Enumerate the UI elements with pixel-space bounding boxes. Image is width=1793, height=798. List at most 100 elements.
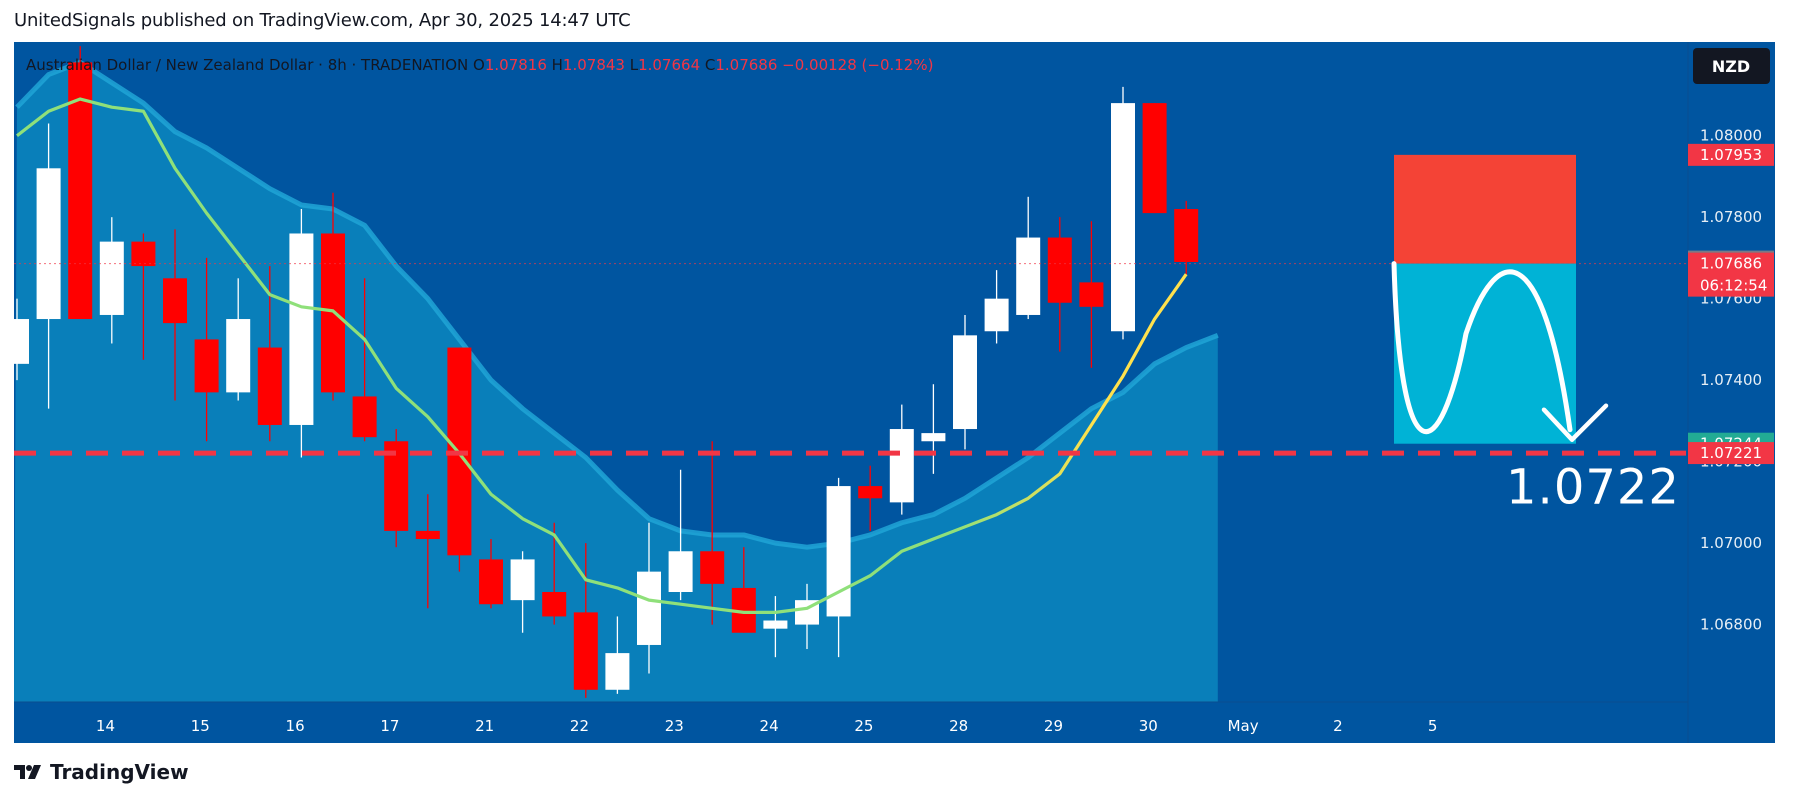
currency-badge[interactable]: NZD [1693,48,1770,84]
candle[interactable] [1016,196,1041,320]
price-label-text: 1.07686 [1700,255,1762,273]
candle-body [889,429,914,503]
price-label-badge: 1.07221 [1688,442,1774,465]
candle[interactable] [131,233,156,360]
candle-body [637,571,661,645]
legend-segment: 1.07843 [563,56,630,74]
candle[interactable] [1079,221,1104,368]
candle[interactable] [1111,86,1135,340]
price-axis: 1.080001.078001.076001.074001.072001.070… [1687,42,1774,743]
candle[interactable] [858,465,883,531]
candle[interactable] [763,596,788,658]
candles [5,46,1199,698]
candle[interactable] [1142,103,1167,214]
time-tick-label: 28 [949,717,968,735]
projection-curve [1391,261,1573,435]
tradingview-brand: TradingView [50,760,189,784]
time-tick-label: 14 [96,717,115,735]
symbol-legend[interactable]: Australian Dollar / New Zealand Dollar ·… [26,56,933,74]
short-position-tool: 1.0722 [1391,154,1680,516]
stop-loss-zone[interactable] [1394,154,1576,264]
candle[interactable] [99,217,124,344]
candle-body [1111,103,1135,332]
price-label-bg [1688,252,1774,297]
price-label-bg [1688,143,1774,166]
candle[interactable] [289,209,314,458]
legend-segment: C [705,56,715,74]
tradingview-footer[interactable]: TradingView [14,760,189,784]
time-axis: 1 14 15 16 17 21 22 23 24 25 28 29 30 May 2 5 [0,701,1688,735]
countdown-text: 06:12:54 [1700,277,1767,295]
price-label-text: 1.07221 [1700,444,1762,462]
price-tick-label: 1.06800 [1700,616,1762,634]
candle[interactable] [542,522,567,625]
candle[interactable] [573,543,598,698]
time-tick-label: 5 [1428,717,1438,735]
price-label-bg [1688,442,1774,465]
candle-body [226,319,251,393]
candle-body [479,559,503,605]
time-tick-label: May [1228,717,1259,735]
candle-body [384,441,409,531]
time-tick-label: 15 [191,717,210,735]
time-tick-label: 17 [380,717,399,735]
candle[interactable] [5,298,29,381]
time-tick-label: 22 [570,717,589,735]
price-label-text: 1.07953 [1700,146,1762,164]
legend-segment: L [630,56,639,74]
candle[interactable] [921,384,946,474]
candle[interactable] [36,123,61,409]
target-price-text: 1.0722 [1506,460,1680,516]
candle-body [36,168,61,320]
candle[interactable] [700,441,725,625]
candle-body [194,339,219,393]
candle-body [573,612,598,690]
time-tick-label: 30 [1139,717,1158,735]
candle-body [605,653,630,690]
candle-body [984,298,1009,332]
candle[interactable] [668,469,693,601]
price-tick-label: 1.07000 [1700,534,1762,552]
candle-body [542,592,567,617]
time-tick-label: 29 [1044,717,1063,735]
candle-body [257,347,282,425]
legend-segment: O [473,56,485,74]
price-tick-label: 1.07400 [1700,371,1762,389]
candle-body [1079,282,1104,307]
candle[interactable] [953,314,977,450]
candle[interactable] [889,404,914,515]
time-tick-label: 16 [286,717,305,735]
time-tick-label: 21 [475,717,494,735]
legend-segment: H [552,56,563,74]
candle[interactable] [637,522,661,674]
currency-badge-bg [1693,48,1770,84]
candle-body [1016,237,1041,315]
tradingview-logo-icon [14,765,41,779]
candle-body [68,62,93,320]
candle-body [1142,103,1167,214]
moving-average [16,97,1188,614]
candle[interactable] [510,551,535,633]
candle[interactable] [226,278,251,401]
ohlc-legend: Australian Dollar / New Zealand Dollar ·… [26,56,933,74]
legend-segment: 1.07816 [485,56,552,74]
currency-badge-text: NZD [1712,57,1750,76]
price-label-badge: 1.07953 [1688,143,1774,166]
candle[interactable] [605,616,630,694]
candle[interactable] [1174,200,1199,275]
candle-body [289,233,314,425]
time-tick-label: 24 [760,717,779,735]
candle[interactable] [415,494,440,609]
candle[interactable] [163,229,187,401]
candle[interactable] [984,270,1009,344]
candle-body [858,486,883,499]
candle[interactable] [68,46,93,320]
candle[interactable] [1047,217,1072,352]
arrow-down-icon [1541,403,1609,442]
candle[interactable] [194,257,219,442]
candle[interactable] [447,347,472,572]
candle[interactable] [479,539,503,609]
candle[interactable] [352,278,377,442]
candle[interactable] [384,429,409,548]
